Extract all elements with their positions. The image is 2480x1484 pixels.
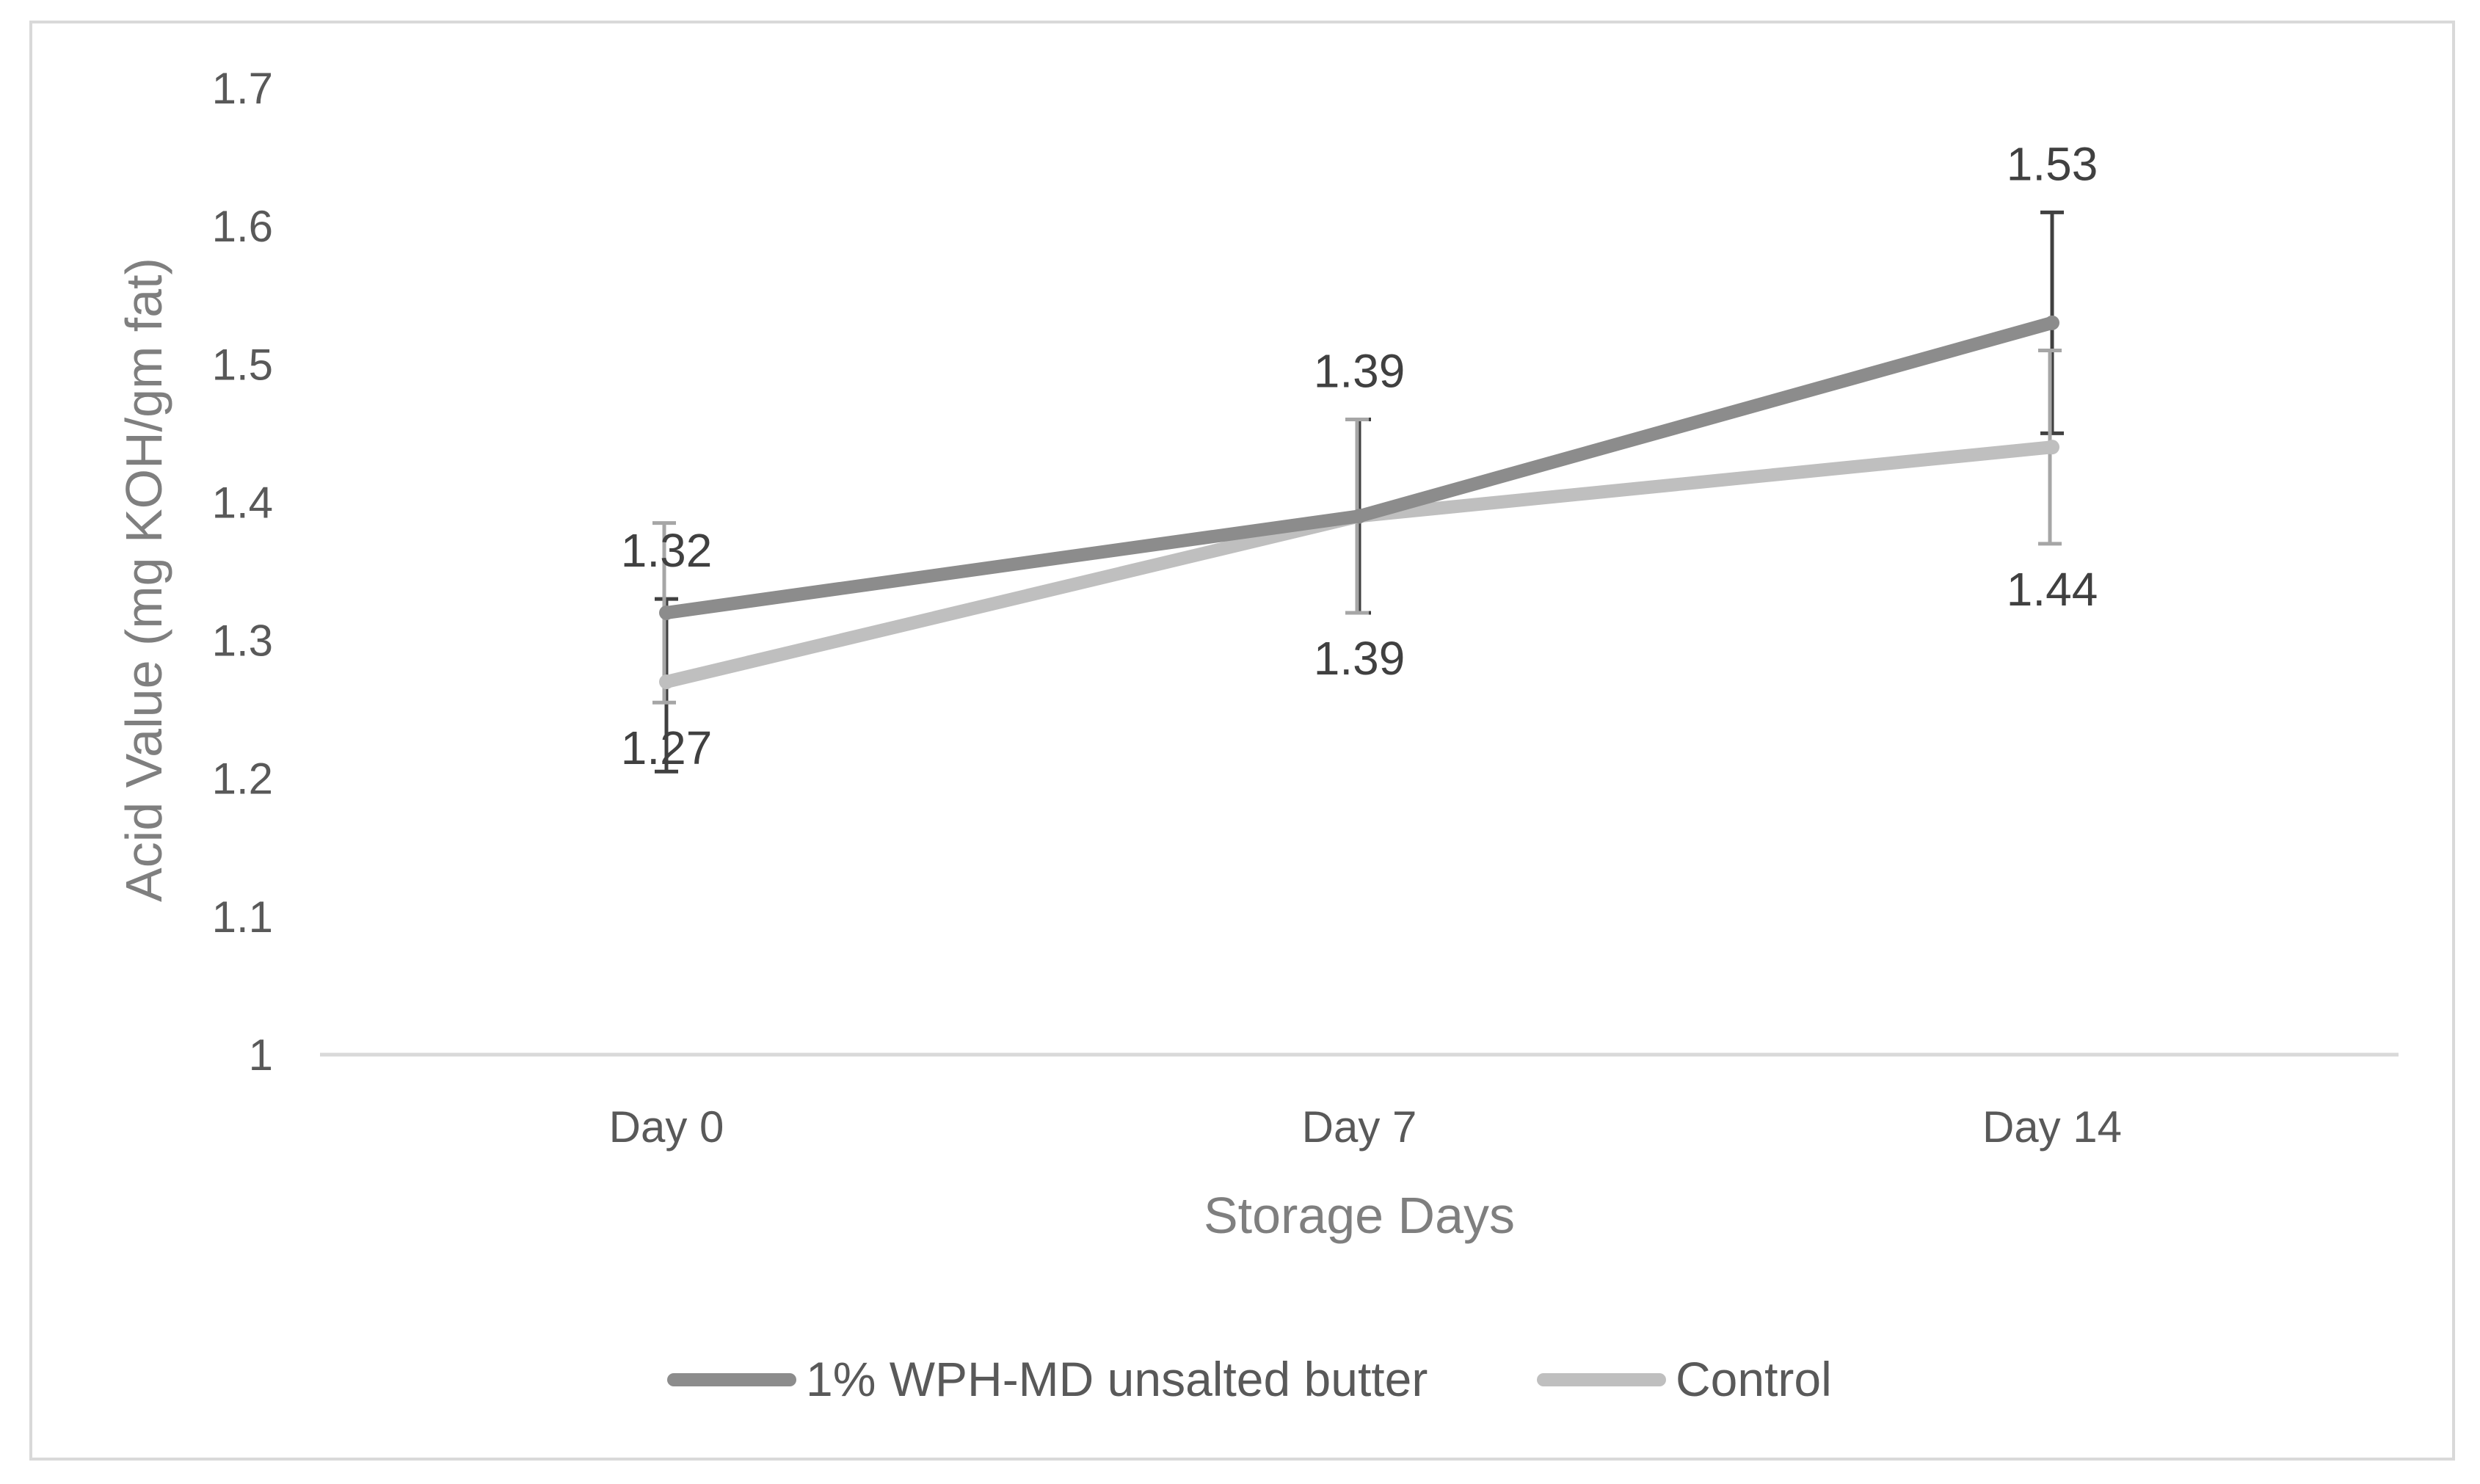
x-axis-ticks: Day 0 Day 7 Day 14 [609, 1102, 2122, 1152]
data-point [2045, 315, 2059, 330]
data-label: 1.39 [1314, 632, 1406, 685]
y-tick-label: 1.2 [212, 754, 273, 804]
data-point [659, 605, 674, 620]
y-tick-label: 1.3 [212, 616, 273, 666]
error-bars [652, 210, 2064, 774]
data-label: 1.39 [1314, 345, 1406, 398]
x-axis-title: Storage Days [1204, 1187, 1515, 1244]
y-tick-label: 1.4 [212, 478, 273, 527]
series-lines [659, 315, 2059, 690]
y-tick-label: 1.5 [212, 340, 273, 389]
y-axis-title: Acid Value (mg KOH/gm fat) [115, 258, 172, 902]
data-point [659, 674, 674, 690]
x-tick-label: Day 14 [1982, 1102, 2122, 1152]
y-axis-ticks: 1 1.1 1.2 1.3 1.4 1.5 1.6 1.7 [212, 64, 273, 1080]
x-tick-label: Day 0 [609, 1102, 724, 1152]
data-point [2045, 440, 2059, 455]
data-label: 1.27 [621, 721, 713, 774]
legend-label-control: Control [1676, 1352, 1832, 1406]
y-tick-label: 1 [249, 1030, 273, 1080]
legend-item-wph: 1% WPH-MD unsalted butter [667, 1352, 1428, 1406]
data-point [1352, 509, 1367, 524]
legend-item-control: Control [1537, 1352, 1832, 1406]
data-label: 1.44 [2007, 563, 2098, 616]
chart-frame [29, 21, 2455, 1461]
y-tick-label: 1.7 [212, 64, 273, 113]
data-label: 1.53 [2007, 137, 2098, 190]
y-tick-label: 1.6 [212, 202, 273, 251]
legend: 1% WPH-MD unsalted butter Control [667, 1352, 1832, 1406]
y-tick-label: 1.1 [212, 892, 273, 942]
x-tick-label: Day 7 [1302, 1102, 1417, 1152]
legend-label-wph: 1% WPH-MD unsalted butter [806, 1352, 1428, 1406]
data-label: 1.32 [621, 524, 713, 577]
data-labels: 1.32 1.39 1.53 1.27 1.39 1.44 [621, 137, 2098, 774]
